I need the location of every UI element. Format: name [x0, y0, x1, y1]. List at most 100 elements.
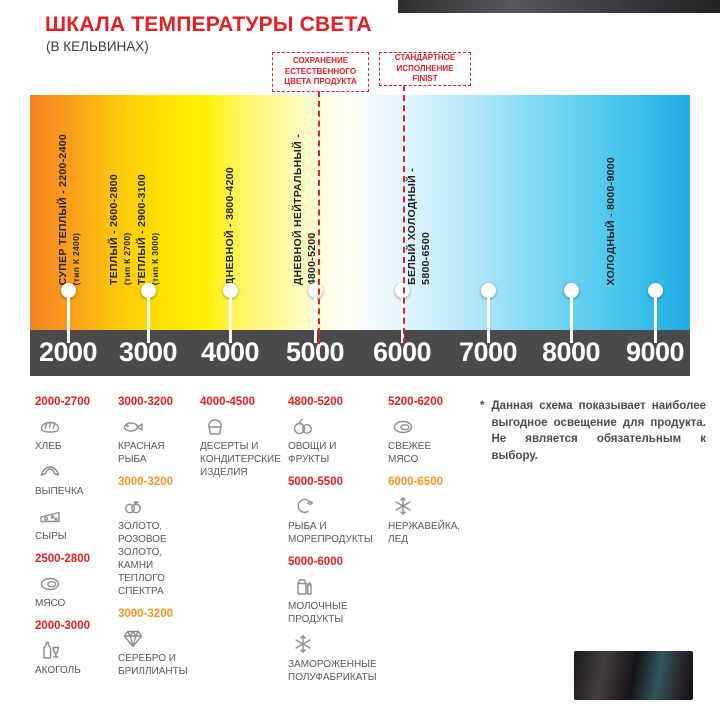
band-sublabel: (тип К 3000): [150, 232, 160, 285]
dashed-line-5000: [318, 91, 320, 344]
food-item: ЗОЛОТО, РОЗОВОЕ ЗОЛОТО, КАМНИ ТЕПЛОГО СП…: [118, 494, 202, 598]
fruits-icon: [293, 418, 312, 435]
kelvin-scale-bar: 2000 3000 4000 5000 6000 7000 8000 9000: [30, 330, 690, 376]
food-label: ЗОЛОТО, РОЗОВОЕ ЗОЛОТО, КАМНИ ТЕПЛОГО СП…: [118, 521, 167, 597]
food-item: РЫБА И МОРЕПРОДУКТЫ: [288, 494, 388, 546]
food-label: МОЛОЧНЫЕ ПРОДУКТЫ: [288, 601, 348, 625]
band-cold: ХОЛОДНЫЙ - 8000-9000: [605, 157, 617, 285]
band-label: ТЕПЛЫЙ - 2900-3100: [136, 173, 148, 285]
header-photo-strip: [398, 0, 720, 13]
band-warm-3000: ТЕПЛЫЙ - 2900-3100 (тип К 3000): [136, 174, 160, 285]
food-column-5: 5200-6200 СВЕЖЕЕ МЯСО 6000-6500 НЕРЖАВЕЙ…: [388, 396, 478, 552]
marker-dot: [480, 283, 496, 298]
cheese-icon: [40, 511, 60, 523]
page-subtitle: (В КЕЛЬВИНАХ): [46, 39, 149, 54]
temp-range: 4800-5200: [288, 396, 343, 408]
food-item: НЕРЖАВЕЙКА, ЛЕД: [388, 494, 478, 546]
food-label: ОВОЩИ И ФРУКТЫ: [288, 441, 337, 465]
marker-dot: [222, 283, 238, 298]
food-column-3: 4000-4500 ДЕСЕРТЫ И КОНДИТЕРСКИЕ ИЗДЕЛИЯ: [200, 396, 288, 485]
band-label: ТЕПЛЫЙ - 2600-2800: [108, 173, 120, 285]
food-label: НЕРЖАВЕЙКА, ЛЕД: [388, 521, 461, 545]
band-sublabel: 4800-5200: [306, 232, 318, 285]
ice-icon: [395, 497, 411, 515]
temp-range: 5000-6000: [288, 556, 343, 568]
shrimp-icon: [297, 498, 314, 514]
dessert-icon: [208, 419, 222, 435]
marker-dot: [60, 283, 76, 298]
food-column-1: 2000-2700 ХЛЕБ ВЫПЕЧКА СЫРЫ 2500-2800 МЯ…: [35, 396, 113, 683]
callout-natural-color: СОХРАНЕНИЕ ЕСТЕСТВЕННОГО ЦВЕТА ПРОДУКТА: [272, 52, 369, 92]
fresh-meat-icon: [393, 420, 413, 434]
food-item: СЫРЫ: [35, 504, 113, 543]
wine-bottle-icon: [43, 641, 60, 659]
marker-stem: [228, 296, 232, 343]
food-item: КРАСНАЯ РЫБА: [118, 414, 202, 466]
page-title: ШКАЛА ТЕМПЕРАТУРЫ СВЕТА: [45, 13, 372, 36]
band-label: ХОЛОДНЫЙ - 8000-9000: [605, 156, 617, 285]
band-label: ДНЕВНОЙ - 3800-4200: [224, 166, 236, 285]
temp-range: 3000-3200: [118, 396, 173, 408]
food-item: СВЕЖЕЕ МЯСО: [388, 414, 478, 466]
food-item: МЯСО: [35, 571, 113, 610]
product-photo: [574, 651, 693, 700]
food-label: МЯСО: [35, 598, 66, 609]
food-column-2: 3000-3200 КРАСНАЯ РЫБА 3000-3200 ЗОЛОТО,…: [118, 396, 202, 684]
marker-stem: [486, 296, 490, 343]
food-column-4: 4800-5200 ОВОЩИ И ФРУКТЫ 5000-5500 РЫБА …: [288, 396, 388, 690]
footnote-marker: *: [480, 400, 485, 412]
marker-dot: [140, 283, 156, 298]
marker-dot: [563, 283, 579, 298]
meat-icon: [40, 577, 60, 591]
food-item: ОВОЩИ И ФРУКТЫ: [288, 414, 388, 466]
food-label: КРАСНАЯ РЫБА: [118, 441, 165, 465]
snowflake-icon: [295, 635, 311, 653]
footnote: * Данная схема показывает наиболее выгод…: [480, 398, 706, 465]
food-label: СЫРЫ: [35, 531, 67, 542]
diamond-icon: [123, 630, 143, 648]
food-item: ДЕСЕРТЫ И КОНДИТЕРСКИЕ ИЗДЕЛИЯ: [200, 414, 288, 479]
food-label: СЕРЕБРО И БРИЛЛИАНТЫ: [118, 653, 188, 677]
temp-range: 5200-6200: [388, 396, 443, 408]
food-label: РЫБА И МОРЕПРОДУКТЫ: [288, 521, 373, 545]
temp-range: 2000-3000: [35, 620, 90, 632]
marker-stem: [653, 296, 657, 343]
band-super-warm: СУПЕР ТЕПЛЫЙ - 2200-2400 (тип К 2400): [57, 134, 81, 285]
band-sublabel: (тип К 2700): [122, 232, 132, 285]
band-white-cold: БЕЛЫЙ ХОЛОДНЫЙ - 5800-6500: [406, 168, 432, 285]
food-item: АКОГОЛЬ: [35, 638, 113, 677]
band-sublabel: (тип К 2400): [71, 232, 81, 285]
band-daylight: ДНЕВНОЙ - 3800-4200: [224, 167, 236, 285]
temp-range: 6000-6500: [388, 476, 443, 488]
band-label: БЕЛЫЙ ХОЛОДНЫЙ -: [406, 168, 418, 285]
food-item: СЕРЕБРО И БРИЛЛИАНТЫ: [118, 626, 202, 678]
temp-range: 3000-3200: [118, 476, 173, 488]
pastry-icon: [40, 466, 60, 476]
footnote-text: Данная схема показывает наиболее выгодно…: [491, 400, 706, 463]
food-item: ЗАМОРОЖЕННЫЕ ПОЛУФАБРИКАТЫ: [288, 632, 388, 684]
temp-range: 2500-2800: [35, 553, 90, 565]
band-warm-2700: ТЕПЛЫЙ - 2600-2800 (тип К 2700): [108, 174, 132, 285]
marker-stem: [400, 296, 404, 343]
marker-stem: [146, 296, 150, 343]
food-label: ХЛЕБ: [35, 441, 62, 452]
marker-stem: [313, 296, 317, 343]
temperature-gradient: СУПЕР ТЕПЛЫЙ - 2200-2400 (тип К 2400) ТЕ…: [30, 95, 690, 330]
band-label: ДНЕВНОЙ НЕЙТРАЛЬНЫЙ -: [292, 133, 304, 285]
temp-range: 4000-4500: [200, 396, 255, 408]
dashed-line-6000: [403, 85, 405, 344]
marker-stem: [569, 296, 573, 343]
band-daylight-neutral: ДНЕВНОЙ НЕЙТРАЛЬНЫЙ - 4800-5200: [292, 134, 318, 285]
food-label: ДЕСЕРТЫ И КОНДИТЕРСКИЕ ИЗДЕЛИЯ: [200, 441, 281, 478]
temp-range: 5000-5500: [288, 476, 343, 488]
marker-dot: [394, 283, 410, 298]
band-label: СУПЕР ТЕПЛЫЙ - 2200-2400: [57, 133, 69, 285]
food-label: ЗАМОРОЖЕННЫЕ ПОЛУФАБРИКАТЫ: [288, 659, 377, 683]
food-label: ВЫПЕЧКА: [35, 486, 84, 497]
marker-dot: [647, 283, 663, 298]
food-item: МОЛОЧНЫЕ ПРОДУКТЫ: [288, 574, 388, 626]
food-label: СВЕЖЕЕ МЯСО: [388, 441, 432, 465]
band-sublabel: 5800-6500: [420, 232, 432, 285]
callout-standard-finist: СТАНДАРТНОЕ ИСПОЛНЕНИЕ FINIST: [379, 52, 471, 86]
